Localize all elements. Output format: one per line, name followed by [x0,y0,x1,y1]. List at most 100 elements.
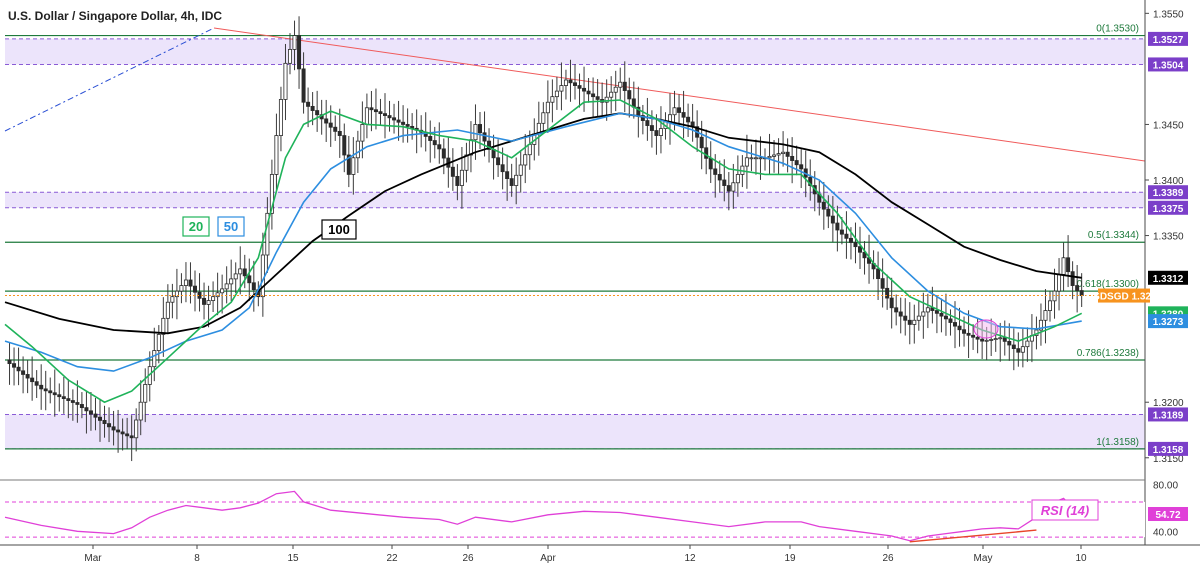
candle-body [826,208,831,217]
candle-body [360,124,365,142]
candle-body [459,169,464,186]
price-tag-9: 1.3158 [1153,445,1184,456]
rsi-line [4,490,1083,542]
candle-body [957,325,962,331]
candle-body [292,35,297,50]
price-tags: 1.3527 1.3504 1.3389 1.3375 1.3312 USDSGD 1.3… [1086,31,1188,456]
candle-body [48,390,53,394]
candle-body [545,101,550,114]
candle-body [1002,337,1007,342]
candle-body [98,416,103,421]
support-resistance-zones [5,38,1145,450]
candle-body [229,278,234,285]
candle-body [889,297,894,309]
candle-body [455,175,460,186]
candle-body [342,135,347,156]
candle-body [437,144,442,150]
candle-body [672,107,677,116]
time-tick-0: Mar [84,553,102,564]
price-tag-box-0 [1148,31,1188,46]
candle-body [980,338,985,342]
candle-body [966,332,971,336]
candle-body [315,110,320,116]
candle-body [708,157,713,170]
candle-body [152,350,157,368]
candle-body [609,91,614,98]
candle-body [1043,310,1048,321]
candle-body [111,426,116,431]
candle-body [514,174,519,186]
candle-body [224,283,229,290]
candle-body [107,423,112,428]
candle-body [640,115,645,121]
candle-body [174,290,179,298]
candle-body [369,107,374,111]
price-tick-5: 1.3150 [1153,454,1184,465]
time-tick-7: 19 [784,553,796,564]
candle-body [1057,274,1062,292]
candle-body [143,384,148,403]
candle-body [1038,319,1043,331]
price-tag-7: 1.3273 [1153,317,1184,328]
candle-body [238,268,243,275]
price-tag-box-1 [1148,57,1188,72]
candle-body [242,268,247,277]
ma20-line [4,99,1083,404]
candle-body [310,105,315,111]
candle-body [907,319,912,325]
candle-body [713,168,718,175]
candle-body [337,130,342,136]
candle-body [554,90,559,98]
candle-body [247,275,252,284]
candle-body [351,157,356,175]
rsi-divergence-line [909,529,1037,543]
candle-body [84,407,89,412]
candle-body [541,112,546,124]
candle-body [844,233,849,239]
rsi-pane: 80.00 40.00 54.72 RSI (14) [4,480,1188,543]
time-tick-5: Apr [540,553,556,564]
candle-body [735,174,740,184]
candle-body [518,164,523,176]
price-tag-box-4 [1148,270,1188,285]
candle-body [772,154,777,157]
price-tag-box-2 [1148,185,1188,200]
candle-body [7,359,12,365]
candle-body [1007,340,1012,346]
candle-body [138,401,143,421]
candle-body [333,126,338,132]
candle-body [482,132,487,142]
candle-body [573,82,578,86]
candle-body [1075,285,1080,291]
candle-body [70,400,75,403]
rsi-band [5,501,1145,538]
zone-1 [5,192,1145,208]
candle-body [726,185,731,192]
candle-body [487,140,492,150]
candle-body [677,107,682,113]
ma-labels: 20 50 100 [182,216,357,240]
candle-body [880,278,885,289]
candle-body [1025,340,1030,348]
candle-body [753,157,758,160]
time-tick-10: 10 [1075,553,1087,564]
candle-body [473,124,478,141]
candle-body [373,109,378,113]
candle-body [297,35,302,70]
candle-body [939,312,944,317]
candle-body [962,329,967,334]
candle-body [916,315,921,321]
candle-body [654,130,659,136]
fib-label-4: 1(1.3158) [1096,437,1139,448]
candle-body [595,96,600,100]
candle-body [563,79,568,86]
ma-label-2: 100 [328,222,350,237]
candle-body [835,222,840,231]
candle-body [165,301,170,319]
candle-body [794,160,799,166]
candle-body [699,136,704,149]
price-tag-box-5 [1098,288,1150,303]
rsi-value-box [1148,507,1188,522]
time-tick-1: 8 [194,553,200,564]
